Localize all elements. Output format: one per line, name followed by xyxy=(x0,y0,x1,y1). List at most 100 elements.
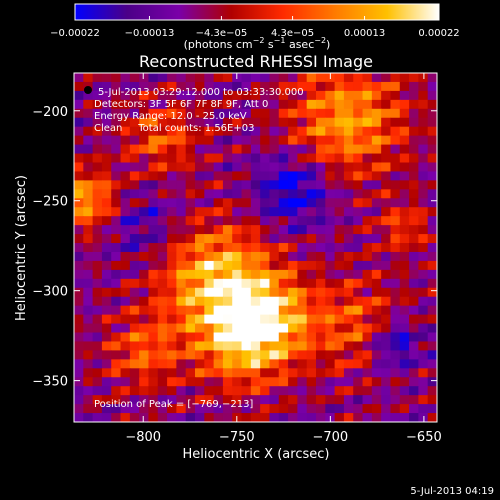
heatmap-cell xyxy=(139,305,150,316)
heatmap-cell xyxy=(195,341,205,352)
heatmap-cell xyxy=(139,395,150,405)
heatmap-cell xyxy=(74,189,84,199)
heatmap-cell xyxy=(120,162,131,173)
heatmap-cell xyxy=(381,162,392,173)
heatmap-cell xyxy=(129,413,140,422)
heatmap-cell xyxy=(185,234,196,244)
heatmap-cell xyxy=(101,189,112,199)
heatmap-cell xyxy=(316,135,326,146)
heatmap-cell xyxy=(371,278,382,289)
heatmap-cell xyxy=(74,153,84,164)
heatmap-cell xyxy=(297,81,308,92)
heatmap-cell xyxy=(157,404,168,414)
heatmap-cell xyxy=(288,296,298,307)
x-tick-label: −700 xyxy=(312,430,348,445)
heatmap-cell xyxy=(409,189,419,199)
heatmap-cell xyxy=(120,81,131,92)
heatmap-cell xyxy=(427,413,437,422)
colorbar-bar xyxy=(74,3,440,21)
heatmap-cell xyxy=(288,144,298,155)
heatmap-cell xyxy=(278,90,289,101)
heatmap-cell xyxy=(371,251,382,262)
heatmap-cell xyxy=(157,305,168,316)
heatmap-cell xyxy=(427,216,437,226)
heatmap-cell xyxy=(409,359,419,369)
heatmap-cell xyxy=(83,171,94,181)
heatmap-cell xyxy=(325,198,336,208)
heatmap-cell xyxy=(204,153,215,164)
heatmap-cell xyxy=(390,90,401,101)
heatmap-cell xyxy=(381,332,392,343)
heatmap-cell xyxy=(139,287,150,298)
heatmap-cell xyxy=(325,332,336,343)
x-tick-label: −800 xyxy=(125,430,161,445)
heatmap-cell xyxy=(92,162,103,173)
heatmap-cell xyxy=(111,225,122,235)
heatmap-cell xyxy=(250,162,261,173)
heatmap-cell xyxy=(343,207,354,217)
heatmap-cell xyxy=(334,171,345,181)
heatmap-cell xyxy=(195,296,205,307)
heatmap-cell xyxy=(343,359,354,369)
heatmap-cell xyxy=(260,296,271,307)
heatmap-cell xyxy=(278,260,289,271)
y-tick-label: −300 xyxy=(32,285,68,300)
heatmap-cell xyxy=(288,350,298,360)
heatmap-cell xyxy=(148,314,159,325)
heatmap-cell xyxy=(185,90,196,101)
heatmap-cell xyxy=(306,73,317,83)
heatmap-cell xyxy=(325,323,336,334)
heatmap-cell xyxy=(427,180,437,190)
heatmap-cell xyxy=(111,153,122,164)
heatmap-cell xyxy=(92,287,103,298)
heatmap-cell xyxy=(176,198,187,208)
heatmap-cell xyxy=(195,81,205,92)
heatmap-cell xyxy=(129,189,140,199)
heatmap-cell xyxy=(418,386,429,396)
heatmap-cell xyxy=(111,278,122,289)
heatmap-cell xyxy=(353,117,364,128)
heatmap-cell xyxy=(427,359,437,369)
heatmap-cell xyxy=(427,225,437,235)
heatmap-cell xyxy=(306,278,317,289)
heatmap-cell xyxy=(204,108,215,119)
heatmap-cell xyxy=(399,404,410,414)
heatmap-cell xyxy=(157,126,168,137)
heatmap-cell xyxy=(250,225,261,235)
heatmap-cell xyxy=(92,377,103,387)
heatmap-cell xyxy=(195,99,205,110)
heatmap-cell xyxy=(334,99,345,110)
heatmap-cell xyxy=(120,216,131,226)
heatmap-cell xyxy=(83,269,94,280)
heatmap-cell xyxy=(83,341,94,352)
heatmap-cell xyxy=(222,386,233,396)
heatmap-cell xyxy=(176,81,187,92)
heatmap-cell xyxy=(390,377,401,387)
heatmap-cell xyxy=(120,278,131,289)
heatmap-cell xyxy=(399,278,410,289)
heatmap-cell xyxy=(120,323,131,334)
heatmap-cell xyxy=(381,144,392,155)
heatmap-cell xyxy=(195,90,205,101)
heatmap-cell xyxy=(204,287,215,298)
heatmap-cell xyxy=(129,126,140,137)
heatmap-cell xyxy=(195,323,205,334)
heatmap-cell xyxy=(92,99,103,110)
heatmap-cell xyxy=(148,144,159,155)
heatmap-cell xyxy=(362,350,373,360)
heatmap-cell xyxy=(74,171,84,181)
heatmap-cell xyxy=(381,278,392,289)
heatmap-cell xyxy=(111,314,122,325)
heatmap-cell xyxy=(176,287,187,298)
heatmap-cell xyxy=(381,108,392,119)
heatmap-cell xyxy=(353,126,364,137)
heatmap-cell xyxy=(222,171,233,181)
heatmap-cell xyxy=(381,269,392,280)
heatmap-cell xyxy=(232,144,243,155)
heatmap-cell xyxy=(167,368,177,378)
heatmap-cell xyxy=(353,225,364,235)
heatmap-cell xyxy=(213,144,224,155)
heatmap-cell xyxy=(74,377,84,387)
heatmap-cell xyxy=(343,260,354,271)
heatmap-cell xyxy=(362,251,373,262)
